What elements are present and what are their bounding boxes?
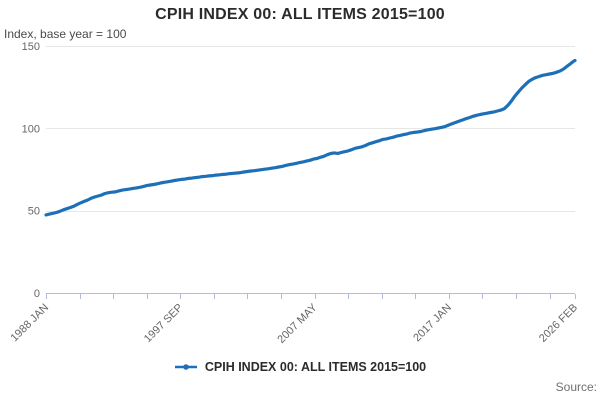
series-line-cpih[interactable]: [44, 58, 577, 217]
svg-text:1988 JAN: 1988 JAN: [8, 302, 51, 345]
x-axis-ticks: [46, 294, 576, 299]
svg-text:0: 0: [34, 288, 40, 300]
svg-text:1997 SEP: 1997 SEP: [142, 302, 186, 346]
source-label: Source:: [555, 380, 597, 394]
svg-text:2007 MAY: 2007 MAY: [275, 301, 320, 346]
gridlines: [46, 46, 575, 212]
svg-text:150: 150: [22, 41, 40, 53]
legend-label: CPIH INDEX 00: ALL ITEMS 2015=100: [204, 360, 427, 374]
legend: CPIH INDEX 00: ALL ITEMS 2015=100: [0, 360, 600, 374]
legend-line-marker-icon: [174, 364, 197, 370]
svg-text:50: 50: [28, 206, 40, 218]
chart-title: CPIH INDEX 00: ALL ITEMS 2015=100: [155, 6, 445, 23]
y-axis-labels: 0 50 100 150: [22, 41, 40, 300]
svg-text:2026 FEB: 2026 FEB: [537, 302, 580, 345]
x-axis-labels: 1988 JAN 1997 SEP 2007 MAY 2017 JAN 2026 FEB: [8, 301, 580, 346]
svg-text:2017 JAN: 2017 JAN: [411, 302, 454, 345]
y-axis-unit-label: Index, base year = 100: [4, 27, 127, 41]
svg-text:100: 100: [22, 123, 40, 135]
legend-item-cpih[interactable]: CPIH INDEX 00: ALL ITEMS 2015=100: [174, 360, 426, 374]
